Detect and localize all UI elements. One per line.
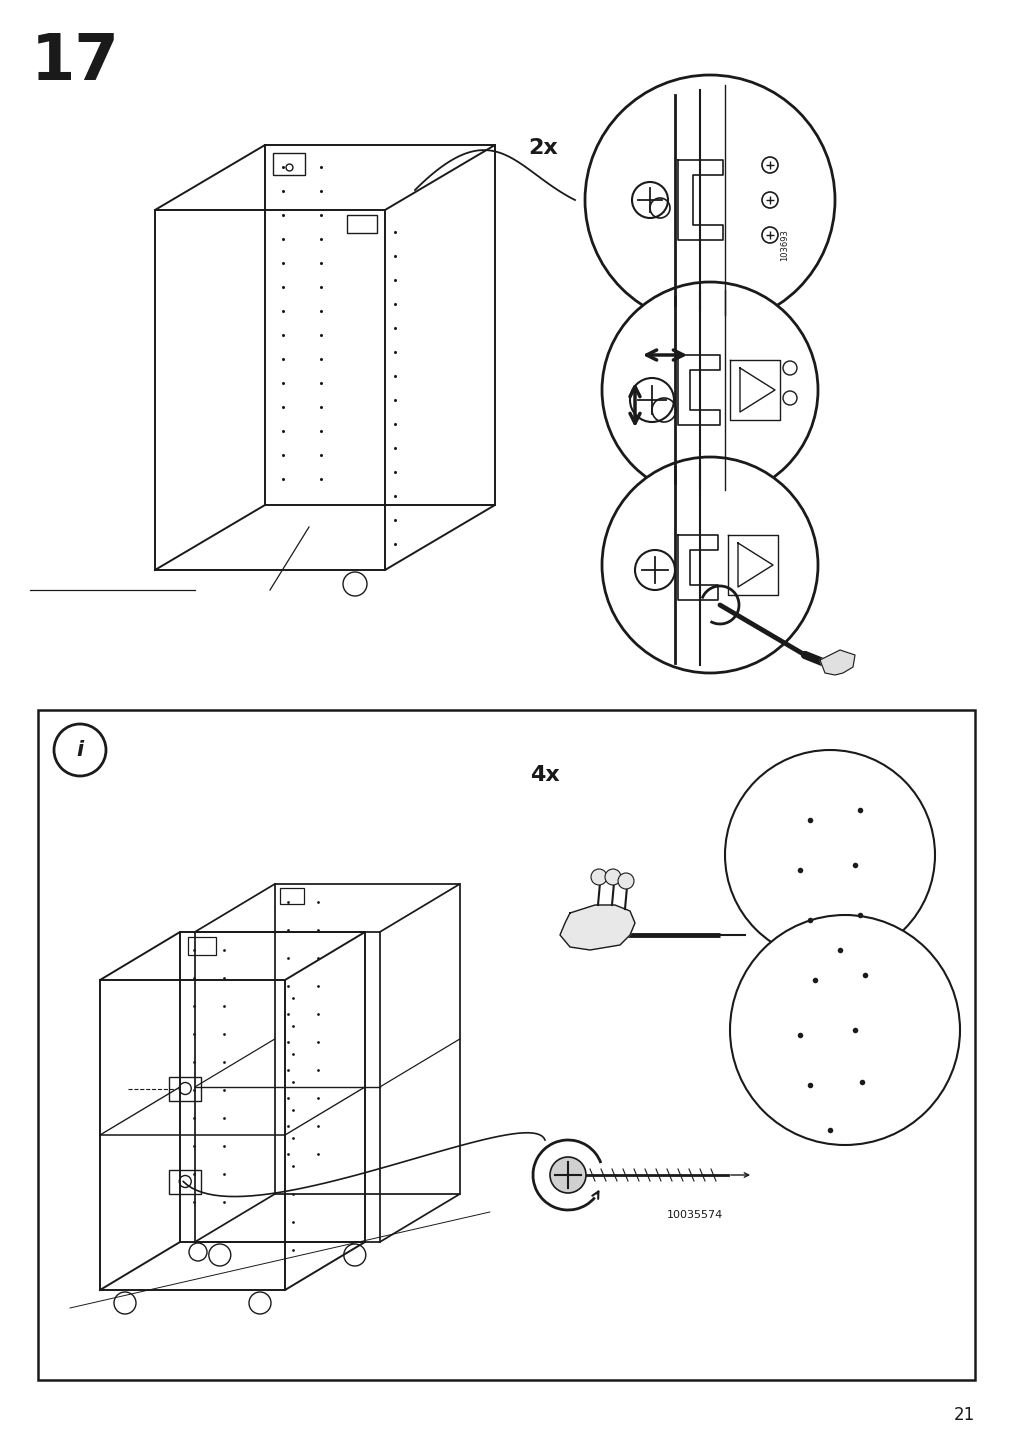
Circle shape — [605, 869, 621, 885]
Text: 103693: 103693 — [779, 229, 789, 261]
Bar — [273, 153, 304, 175]
Polygon shape — [819, 650, 854, 674]
Circle shape — [602, 457, 817, 673]
Bar — [38, 710, 974, 1380]
Bar — [347, 215, 377, 233]
Bar — [188, 937, 215, 955]
Text: 2x: 2x — [528, 137, 557, 158]
Text: 4x: 4x — [530, 765, 559, 785]
Circle shape — [590, 869, 607, 885]
Circle shape — [584, 74, 834, 325]
Circle shape — [602, 282, 817, 498]
Circle shape — [724, 750, 934, 959]
Text: i: i — [77, 740, 84, 760]
Text: 21: 21 — [952, 1406, 974, 1423]
Bar — [280, 888, 303, 904]
Circle shape — [618, 874, 633, 889]
Bar — [169, 1077, 201, 1101]
Text: 10035574: 10035574 — [666, 1210, 723, 1220]
Polygon shape — [559, 905, 634, 949]
Text: 17: 17 — [30, 32, 119, 93]
Bar — [169, 1170, 201, 1193]
Circle shape — [549, 1157, 585, 1193]
Circle shape — [729, 915, 959, 1146]
